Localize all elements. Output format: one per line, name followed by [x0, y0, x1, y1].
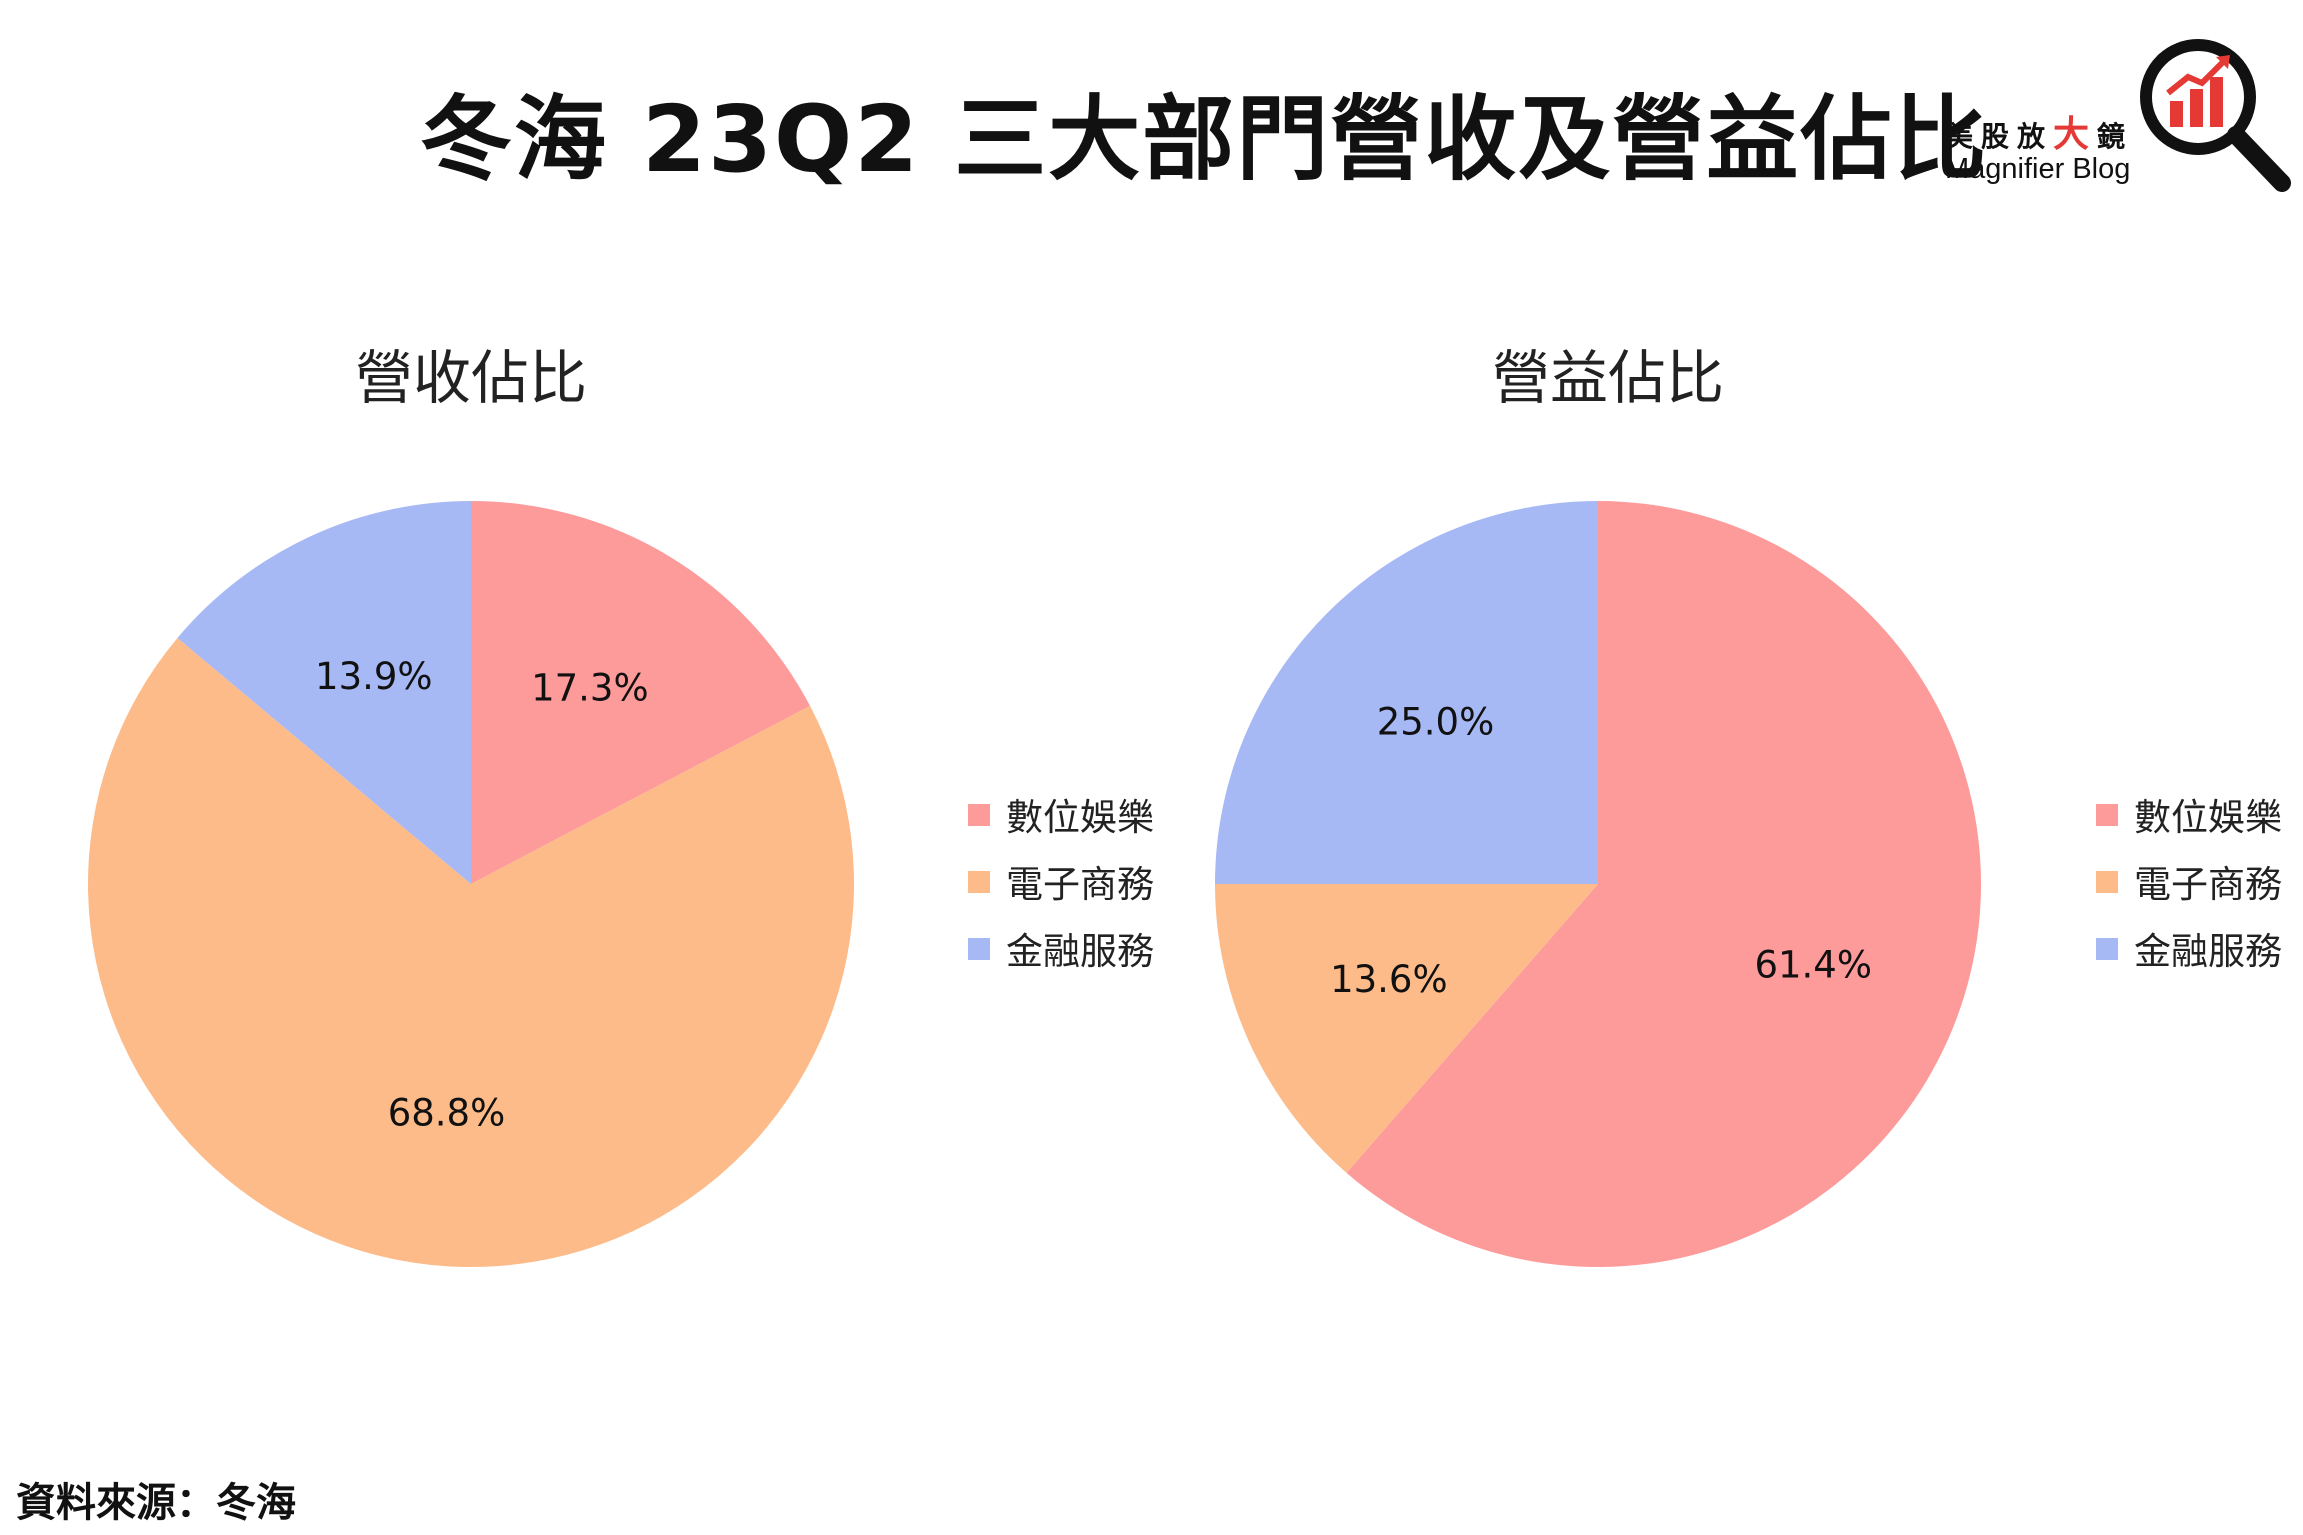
- legend-label-revenue-0: 數位娛樂: [1006, 796, 1154, 839]
- slice-label-revenue-1: 68.8%: [388, 1091, 506, 1134]
- pie-slice-operating-income-1: [1215, 884, 1598, 1173]
- legend-swatch-operating-income-1: [2096, 871, 2118, 893]
- slice-label-operating-income-2: 25.0%: [1377, 701, 1495, 744]
- pie-slice-revenue-2: [177, 501, 472, 884]
- legend-label-operating-income-0: 數位娛樂: [2134, 796, 2282, 839]
- pie-title-operating-income: 營益佔比: [1492, 344, 1724, 412]
- legend-swatch-revenue-0: [968, 804, 990, 826]
- pie-title-revenue: 營收佔比: [355, 344, 587, 412]
- pie-slice-revenue-0: [471, 501, 811, 884]
- legend-swatch-operating-income-2: [2096, 938, 2118, 960]
- legend-swatch-revenue-1: [968, 871, 990, 893]
- slice-label-operating-income-0: 61.4%: [1754, 944, 1872, 987]
- slice-label-operating-income-1: 13.6%: [1330, 958, 1448, 1001]
- brand-wordmark: 美股放大鏡 Magnifier Blog: [1945, 105, 2145, 195]
- legend-label-revenue-2: 金融服務: [1006, 930, 1154, 973]
- brand-english-name: Magnifier Blog: [1945, 153, 2131, 185]
- legend-label-revenue-1: 電子商務: [1006, 863, 1154, 906]
- page-title: 冬海 23Q2 三大部門營收及營益佔比: [420, 86, 1989, 193]
- magnifier-chart-icon: [2140, 39, 2291, 192]
- pie-slice-operating-income-2: [1215, 501, 1598, 884]
- legend-swatch-revenue-2: [968, 938, 990, 960]
- legend-swatch-operating-income-0: [2096, 804, 2118, 826]
- brand-chinese-name: 美股放大鏡: [1945, 114, 2134, 155]
- slice-label-revenue-0: 17.3%: [531, 666, 649, 709]
- pie-slice-operating-income-0: [1346, 501, 1982, 1267]
- legend-label-operating-income-2: 金融服務: [2134, 930, 2282, 973]
- pie-slice-revenue-1: [88, 638, 855, 1267]
- source-note: 資料來源：冬海: [16, 1480, 296, 1526]
- legend-label-operating-income-1: 電子商務: [2134, 863, 2282, 906]
- slice-label-revenue-2: 13.9%: [315, 655, 433, 698]
